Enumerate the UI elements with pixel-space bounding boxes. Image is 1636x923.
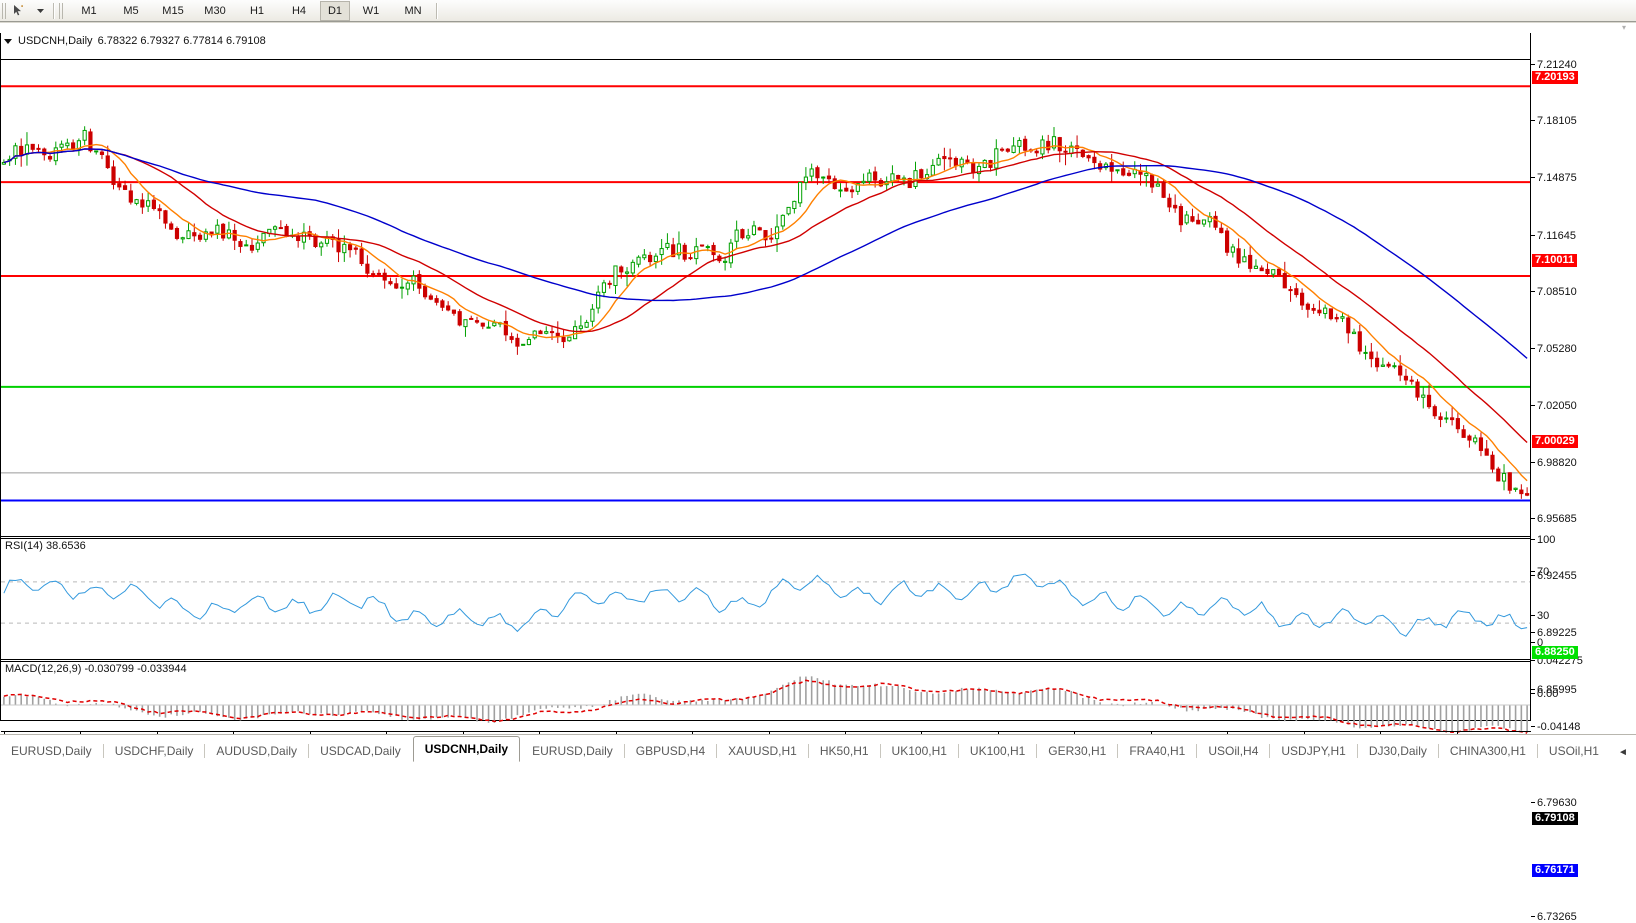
- chart-tab-usdcad-daily[interactable]: USDCAD,Daily: [309, 741, 412, 762]
- timeframe-grip[interactable]: [59, 3, 64, 19]
- ma-line-mid: [4, 149, 1527, 443]
- rsi-line: [4, 574, 1527, 636]
- macd-tick-000: 0.00: [1531, 688, 1558, 700]
- rsi-tick-30: 30: [1531, 610, 1549, 622]
- timeframe-w1[interactable]: W1: [350, 1, 392, 21]
- chart-plot-frame: RSI(14) 38.6536 MACD(12,26,9) -0.030799 …: [0, 33, 1530, 721]
- ma-line-fast: [4, 145, 1527, 481]
- timeframe-m15[interactable]: M15: [152, 1, 194, 21]
- floor-tag-676171[interactable]: 6.76171: [1532, 864, 1578, 877]
- price-tick-705280: 7.05280: [1531, 343, 1577, 355]
- chart-symbol-label: USDCNH,Daily: [18, 35, 93, 47]
- support-tag-688250[interactable]: 6.88250: [1532, 646, 1578, 659]
- price-tick-695685: 6.95685: [1531, 513, 1577, 525]
- dropdown-arrow-icon[interactable]: [29, 1, 51, 21]
- timeframe-h1[interactable]: H1: [236, 1, 278, 21]
- timeframe-h4[interactable]: H4: [278, 1, 320, 21]
- cursor-icon[interactable]: [7, 1, 29, 21]
- chart-tab-dj30-daily[interactable]: DJ30,Daily: [1358, 741, 1438, 762]
- tab-scroll-controls[interactable]: ◄ ►: [1610, 747, 1636, 762]
- resistance-tag-710011[interactable]: 7.10011: [1532, 254, 1577, 267]
- rsi-indicator-label: RSI(14) 38.6536: [5, 540, 86, 552]
- chart-tab-gbpusd-h4[interactable]: GBPUSD,H4: [625, 741, 716, 762]
- rsi-tick-100: 100: [1531, 534, 1555, 546]
- chart-tab-ger30-h1[interactable]: GER30,H1: [1037, 741, 1117, 762]
- chart-tab-usoil-h4[interactable]: USOil,H4: [1197, 741, 1269, 762]
- chart-tab-eurusd-daily[interactable]: EURUSD,Daily: [0, 741, 103, 762]
- chart-tab-usdcnh-daily[interactable]: USDCNH,Daily: [413, 736, 520, 762]
- timeframe-d1[interactable]: D1: [320, 1, 350, 21]
- chart-tab-uk100-h1[interactable]: UK100,H1: [881, 741, 958, 762]
- chart-menu-triangle-icon[interactable]: [4, 39, 12, 44]
- price-tick-714875: 7.14875: [1531, 172, 1577, 184]
- price-tick-679630: 6.79630: [1531, 797, 1577, 809]
- price-scale[interactable]: 7.21240 7.18105 7.14875 7.11645 7.08510 7.052…: [1530, 33, 1636, 721]
- resistance-tag-720193[interactable]: 7.20193: [1532, 71, 1578, 84]
- chart-window: ▾ USDCNH,Daily 6.78322 6.79327 6.77814 6…: [0, 22, 1636, 734]
- timeframe-m1[interactable]: M1: [68, 1, 110, 21]
- price-pane[interactable]: [1, 59, 1531, 537]
- chart-tab-usdjpy-h1[interactable]: USDJPY,H1: [1270, 741, 1356, 762]
- chart-symbol-info: USDCNH,Daily 6.78322 6.79327 6.77814 6.7…: [0, 34, 266, 48]
- chart-tab-eurusd-daily[interactable]: EURUSD,Daily: [521, 741, 624, 762]
- timeframe-m5[interactable]: M5: [110, 1, 152, 21]
- price-tick-711645: 7.11645: [1531, 230, 1576, 242]
- toolbar-separator-2: [436, 3, 438, 19]
- macd-signal-line: [4, 680, 1527, 733]
- price-tick-708510: 7.08510: [1531, 286, 1577, 298]
- chart-window-header: ▾: [0, 23, 1636, 33]
- chart-tab-fra40-h1[interactable]: FRA40,H1: [1118, 741, 1196, 762]
- chart-tab-uk100-h1[interactable]: UK100,H1: [959, 741, 1036, 762]
- chart-tab-usoil-h1[interactable]: USOil,H1: [1538, 741, 1610, 762]
- macd-tick-004148: -0.04148: [1531, 721, 1580, 733]
- timeframe-mn[interactable]: MN: [392, 1, 434, 21]
- rsi-pane[interactable]: RSI(14) 38.6536: [1, 538, 1531, 660]
- macd-indicator-label: MACD(12,26,9) -0.030799 -0.033944: [5, 663, 187, 675]
- chart-tab-xauusd-h1[interactable]: XAUUSD,H1: [717, 741, 808, 762]
- tab-scroll-left-icon[interactable]: ◄: [1618, 747, 1628, 758]
- resistance-tag-700029[interactable]: 7.00029: [1532, 435, 1578, 448]
- price-tick-721240: 7.21240: [1531, 59, 1577, 71]
- chart-ohlc-values: 6.78322 6.79327 6.77814 6.79108: [98, 35, 266, 47]
- chart-tab-hk50-h1[interactable]: HK50,H1: [809, 741, 880, 762]
- chart-collapse-icon[interactable]: ▾: [1622, 24, 1626, 32]
- chart-tab-usdchf-daily[interactable]: USDCHF,Daily: [104, 741, 205, 762]
- timeframe-m30[interactable]: M30: [194, 1, 236, 21]
- price-tick-702050: 7.02050: [1531, 400, 1577, 412]
- chart-tab-china300-h1[interactable]: CHINA300,H1: [1439, 741, 1537, 762]
- last-price-tag[interactable]: 6.79108: [1532, 812, 1578, 825]
- toolbar-separator: [53, 3, 55, 19]
- rsi-tick-70: 70: [1531, 566, 1549, 578]
- chart-tab-audusd-daily[interactable]: AUDUSD,Daily: [205, 741, 308, 762]
- price-tick-698820: 6.98820: [1531, 457, 1577, 469]
- price-tick-718105: 7.18105: [1531, 115, 1577, 127]
- price-tick-673265: 6.73265: [1531, 911, 1577, 923]
